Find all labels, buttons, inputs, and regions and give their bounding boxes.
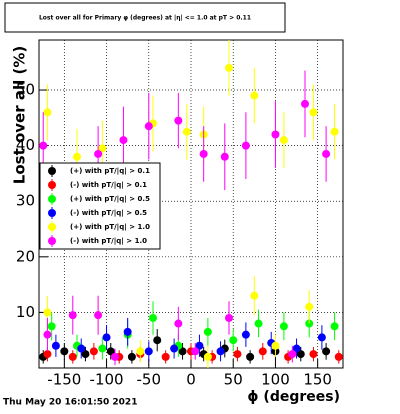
point <box>225 63 233 72</box>
x-tick-label: -150 <box>47 371 81 389</box>
point <box>149 313 157 322</box>
point <box>246 352 255 361</box>
point <box>102 333 111 342</box>
point <box>199 149 208 158</box>
frame <box>38 39 344 369</box>
x-tick-label: -50 <box>137 371 162 389</box>
legend-label: (-) with pT/|q| > 0.5 <box>70 209 147 218</box>
point <box>250 291 259 300</box>
point <box>161 352 170 361</box>
point <box>203 352 212 361</box>
point <box>203 327 212 336</box>
point <box>119 136 128 145</box>
legend-label: (+) with pT/|q| > 0.5 <box>70 195 150 204</box>
point <box>279 136 288 145</box>
point <box>106 347 115 356</box>
point <box>241 330 250 339</box>
point <box>81 350 90 359</box>
title-box <box>4 2 286 33</box>
point <box>43 350 52 359</box>
point <box>305 302 314 311</box>
point <box>94 311 103 320</box>
point <box>254 319 263 328</box>
chart-title: Lost over all for Primary φ (degrees) at… <box>39 15 251 22</box>
point <box>330 322 339 331</box>
timestamp: Thu May 20 16:01:50 2021 <box>3 398 137 408</box>
point <box>288 350 297 359</box>
point <box>292 344 301 353</box>
point <box>309 108 318 117</box>
legend-label: (+) with pT/|q| > 0.1 <box>70 167 150 176</box>
point <box>322 347 331 356</box>
point <box>73 152 81 161</box>
x-tick-label: 150 <box>303 371 332 389</box>
point <box>144 122 153 131</box>
point <box>271 341 280 350</box>
point <box>94 149 103 158</box>
point <box>144 347 153 356</box>
point <box>77 344 86 353</box>
point <box>191 347 200 356</box>
point <box>98 144 107 153</box>
point <box>43 108 52 117</box>
y-tick-label: 10 <box>16 303 35 321</box>
x-tick-label: 0 <box>186 371 196 389</box>
legend-label: (+) with pT/|q| > 1.0 <box>70 223 150 232</box>
point <box>89 347 98 356</box>
legend-box <box>39 162 161 250</box>
x-tick-label: 100 <box>261 371 290 389</box>
plot-area: 10 20 30 40 50 -150 -100 -50 0 50 100 150 (+) with p… <box>16 39 344 389</box>
point <box>111 352 119 361</box>
point <box>309 350 318 359</box>
point <box>98 344 107 353</box>
point <box>136 347 145 356</box>
legend-label: (-) with pT/|q| > 0.1 <box>70 181 147 190</box>
point <box>258 347 267 356</box>
point <box>296 350 305 359</box>
point <box>195 341 204 350</box>
point <box>51 341 60 350</box>
point <box>47 322 56 331</box>
point <box>174 116 183 125</box>
point <box>174 319 183 328</box>
y-tick-label: 50 <box>16 81 35 99</box>
point <box>170 344 179 353</box>
point <box>127 352 136 361</box>
x-tick-label: -100 <box>90 371 124 389</box>
point <box>39 141 48 150</box>
point <box>178 347 187 356</box>
point <box>233 350 242 359</box>
point <box>250 91 259 100</box>
point <box>68 352 77 361</box>
point <box>330 127 339 136</box>
point <box>225 313 233 322</box>
point <box>153 336 162 345</box>
point <box>123 327 132 336</box>
point <box>68 311 77 320</box>
point <box>182 127 191 136</box>
point <box>60 347 69 356</box>
point <box>43 330 52 339</box>
point <box>334 352 343 361</box>
y-axis-label: Lost over all (%) <box>11 46 29 184</box>
point <box>301 99 309 108</box>
point <box>43 308 52 317</box>
point <box>322 149 331 158</box>
point <box>216 347 225 356</box>
point <box>279 322 288 331</box>
y-tick-label: 30 <box>16 192 35 210</box>
x-tick-label: 50 <box>224 371 243 389</box>
x-axis-label: ϕ (degrees) <box>247 389 340 405</box>
legend-label: (-) with pT/|q| > 1.0 <box>70 237 147 246</box>
point <box>317 333 326 342</box>
y-tick-label: 40 <box>16 136 35 154</box>
point <box>271 130 280 139</box>
point <box>241 141 250 150</box>
point <box>229 336 238 345</box>
y-tick-label: 20 <box>16 247 35 265</box>
point <box>220 152 229 161</box>
